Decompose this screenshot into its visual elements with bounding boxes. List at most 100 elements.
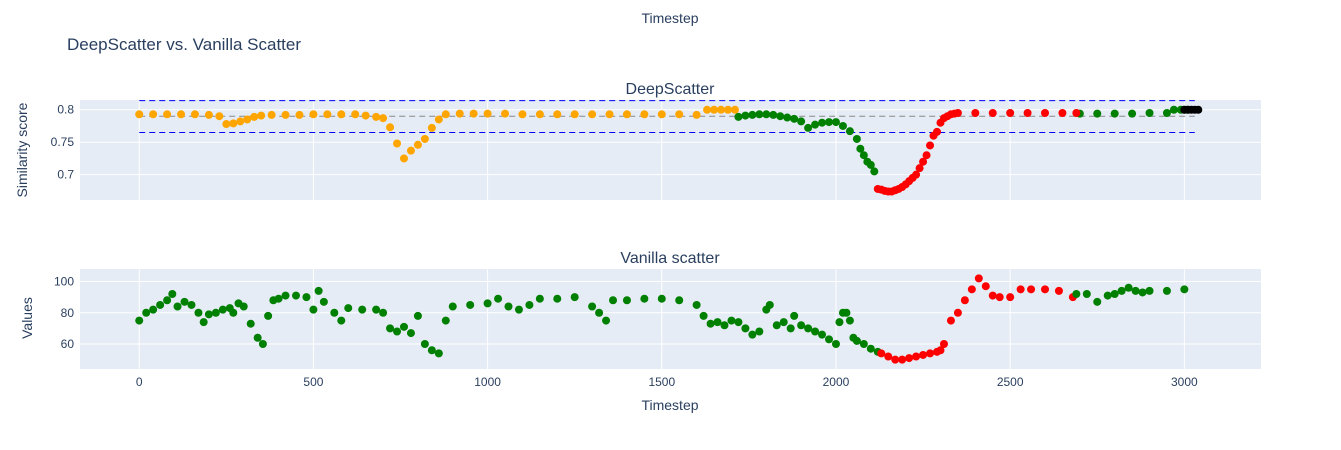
deepscatter-data-point (1041, 108, 1050, 117)
deepscatter-data-point (372, 112, 381, 121)
vanilla-data-point (494, 294, 503, 303)
deepscatter-data-point (1128, 109, 1137, 118)
vanilla-data-point (818, 330, 827, 339)
vanilla-data-point (1110, 290, 1119, 298)
vanilla-data-point (974, 274, 983, 283)
vanilla-data-point (180, 297, 189, 306)
deepscatter-data-point (570, 110, 579, 119)
deepscatter-data-point (469, 109, 478, 118)
vanilla-data-point (372, 305, 381, 314)
deepscatter-data-point (351, 110, 360, 119)
vanilla-xtick-label: 500 (303, 375, 323, 389)
vanilla-data-point (588, 302, 597, 311)
vanilla-ytick-label: 100 (54, 275, 74, 289)
vanilla-data-point (330, 308, 339, 317)
deepscatter-data-point (281, 110, 290, 119)
deepscatter-data-point (149, 110, 158, 119)
deepscatter-data-point (692, 110, 701, 119)
vanilla-data-point (274, 294, 283, 303)
deepscatter-data-point (703, 105, 712, 114)
deepscatter-data-point (455, 109, 464, 118)
vanilla-data-point (609, 296, 618, 305)
vanilla-data-point (483, 299, 492, 308)
vanilla-data-point (204, 310, 213, 319)
deepscatter-data-point (831, 118, 840, 127)
deepscatter-data-point (825, 118, 834, 127)
vanilla-data-point (939, 340, 948, 348)
deepscatter-data-point (1162, 108, 1171, 117)
vanilla-data-point (358, 305, 367, 314)
deepscatter-data-point (723, 105, 732, 114)
vanilla-panel: Vanilla scatter Values Timestep 60801000… (19, 250, 1261, 413)
deepscatter-data-point (393, 139, 402, 148)
deepscatter-data-point (399, 154, 408, 163)
vanilla-data-point (967, 285, 976, 294)
vanilla-xlabel: Timestep (641, 397, 698, 413)
vanilla-data-point (877, 349, 886, 358)
vanilla-xtick-label: 2500 (997, 375, 1024, 389)
deepscatter-data-point (295, 110, 304, 119)
deepscatter-data-point (971, 108, 980, 117)
deepscatter-data-point (856, 144, 865, 153)
vanilla-data-point (811, 327, 820, 336)
vanilla-data-point (926, 349, 935, 358)
vanilla-data-point (727, 316, 736, 325)
vanilla-data-point (1072, 290, 1081, 298)
vanilla-data-point (953, 308, 962, 317)
vanilla-data-point (187, 300, 196, 309)
deepscatter-data-point (1194, 105, 1203, 114)
vanilla-data-point (675, 296, 684, 305)
vanilla-data-point (741, 324, 750, 333)
deepscatter-data-point (1023, 108, 1032, 117)
vanilla-data-point (765, 300, 774, 309)
deepscatter-data-point (190, 110, 199, 119)
deepscatter-ylabel: Similarity score (14, 102, 30, 197)
vanilla-data-point (413, 311, 422, 320)
deepscatter-data-point (323, 110, 332, 119)
vanilla-data-point (309, 305, 318, 314)
vanilla-data-point (1082, 290, 1091, 298)
vanilla-data-point (258, 340, 267, 348)
deepscatter-data-point (838, 121, 847, 130)
deepscatter-data-point (222, 120, 231, 129)
vanilla-data-point (211, 308, 220, 317)
vanilla-data-point (194, 308, 203, 317)
vanilla-ytick-label: 60 (61, 337, 75, 351)
vanilla-xtick-label: 1500 (648, 375, 675, 389)
vanilla-data-point (570, 293, 579, 302)
vanilla-data-point (420, 340, 429, 348)
vanilla-data-point (149, 305, 158, 314)
vanilla-xtick-label: 1000 (474, 375, 501, 389)
deepscatter-data-point (518, 110, 527, 119)
vanilla-data-point (514, 305, 523, 314)
vanilla-data-point (995, 293, 1004, 302)
deepscatter-data-point (1110, 109, 1119, 118)
deepscatter-data-point (1145, 108, 1154, 117)
deepscatter-data-point (1093, 109, 1102, 118)
deepscatter-data-point (588, 110, 597, 119)
vanilla-data-point (253, 333, 262, 342)
vanilla-data-point (1006, 293, 1015, 302)
deepscatter-data-point (1058, 108, 1067, 117)
vanilla-data-point (852, 336, 861, 345)
vanilla-data-point (1103, 291, 1112, 300)
vanilla-data-point (168, 290, 177, 298)
deepscatter-data-point (657, 110, 666, 119)
deepscatter-data-point (309, 110, 318, 119)
deepscatter-ytick-label: 0.75 (51, 135, 75, 149)
vanilla-data-point (379, 308, 388, 317)
vanilla-data-point (1124, 283, 1133, 292)
vanilla-data-point (1117, 286, 1126, 295)
vanilla-data-point (173, 302, 182, 311)
deepscatter-data-point (845, 127, 854, 136)
vanilla-data-point (640, 294, 649, 303)
deepscatter-data-point (919, 157, 928, 166)
vanilla-data-point (898, 355, 907, 364)
vanilla-data-point (831, 340, 840, 348)
deepscatter-data-point (386, 123, 395, 132)
vanilla-data-point (1027, 285, 1036, 294)
deepscatter-data-point (434, 115, 443, 124)
vanilla-data-point (163, 296, 172, 305)
deepscatter-data-point (243, 115, 252, 124)
vanilla-data-point (713, 318, 722, 327)
